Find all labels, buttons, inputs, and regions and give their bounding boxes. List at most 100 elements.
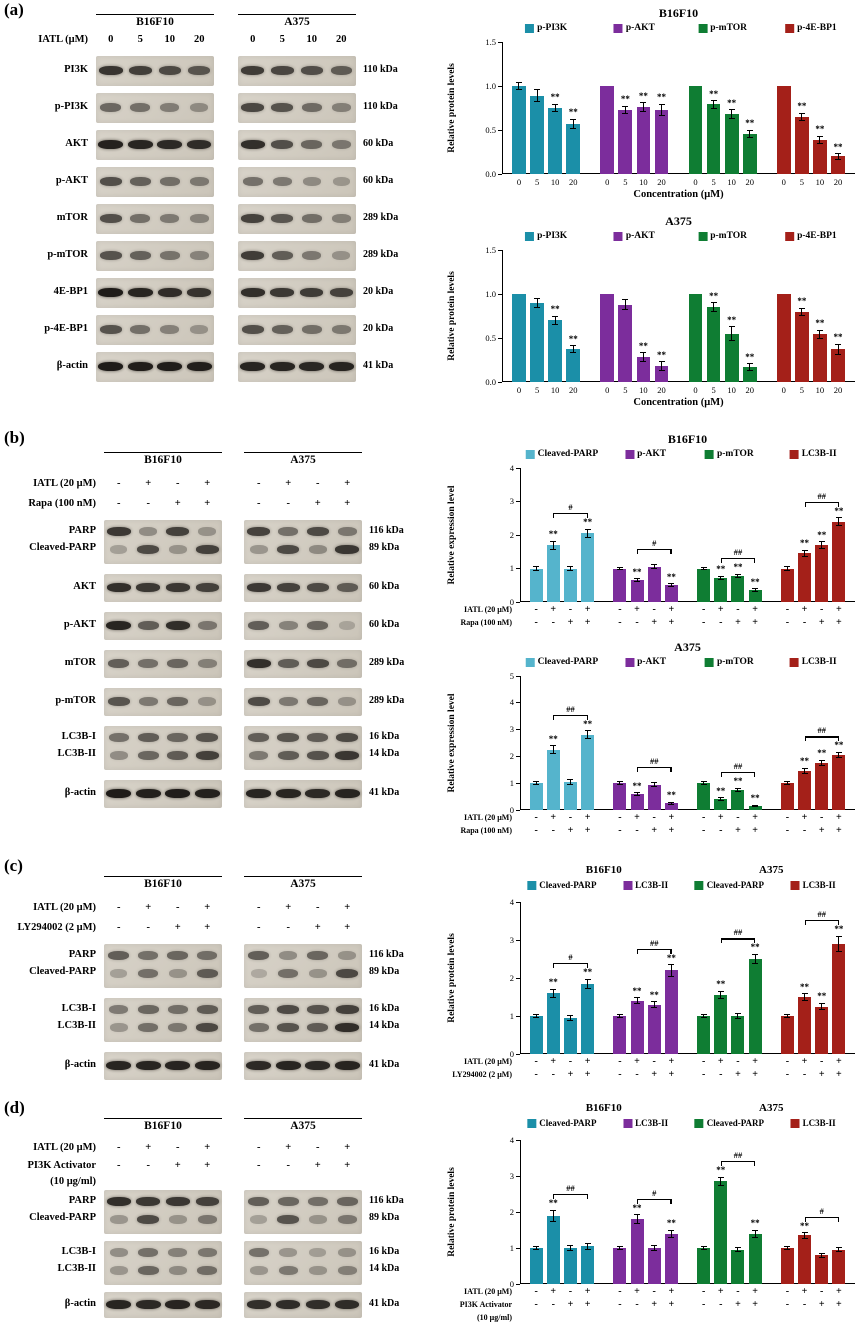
sig-label: **	[568, 333, 578, 344]
protein-label: β-actin	[64, 1059, 96, 1070]
lane-sign: -	[176, 902, 180, 913]
blot-strip	[96, 278, 214, 308]
sig-label: **	[800, 981, 810, 992]
legend-item: Cleaved-PARP	[694, 1118, 764, 1128]
blot-band	[308, 968, 327, 978]
kda-label: 20 kDa	[363, 323, 394, 334]
error-cap	[784, 1249, 791, 1251]
error-cap	[634, 794, 641, 796]
blot-band	[168, 1265, 187, 1275]
legend-group-header: A375	[759, 1102, 784, 1114]
error-bar	[838, 1247, 840, 1252]
bracket-end	[754, 1161, 756, 1167]
error-cap	[550, 548, 557, 550]
error-cap	[584, 978, 591, 980]
x-sign: +	[567, 617, 574, 628]
blot-band	[129, 177, 151, 186]
legend-item: p-mTOR	[698, 23, 747, 33]
blot-band	[302, 177, 321, 186]
x-sign: -	[551, 825, 555, 836]
x-sign: -	[736, 812, 740, 823]
blot-strip	[238, 315, 356, 345]
blot-band	[277, 1214, 300, 1224]
blot-band	[127, 362, 153, 371]
blot-strip	[238, 130, 356, 160]
blot-band	[100, 103, 122, 112]
x-sign: -	[701, 1056, 706, 1067]
error-cap	[816, 329, 823, 331]
error-cap	[700, 1245, 707, 1247]
blot-band	[195, 750, 219, 760]
error-cap	[816, 135, 823, 137]
bar	[731, 1016, 745, 1054]
blot-band	[331, 103, 351, 112]
error-cap	[634, 581, 641, 583]
blot-band	[338, 697, 357, 706]
error-cap	[634, 1223, 641, 1225]
y-tick	[498, 41, 502, 43]
legend-swatch	[527, 880, 537, 890]
error-cap	[570, 345, 577, 347]
error-bar	[653, 1001, 655, 1008]
error-cap	[784, 569, 791, 571]
blot-band	[194, 1061, 220, 1070]
error-bar	[801, 308, 803, 316]
bar	[706, 104, 721, 174]
error-cap	[710, 107, 717, 109]
legend-label: p-mTOR	[710, 23, 748, 33]
sig-label: **	[632, 1202, 642, 1213]
error-bar	[819, 136, 821, 144]
y-tick	[516, 755, 520, 757]
legend-item: p-4E-BP1	[785, 231, 837, 241]
legend-item: LC3B-II	[789, 449, 837, 459]
y-tick	[516, 901, 520, 903]
error-cap	[616, 1249, 623, 1251]
error-cap	[622, 309, 629, 311]
y-tick	[516, 939, 520, 941]
blot-band	[276, 1300, 301, 1309]
bar	[742, 133, 757, 174]
lane-sign: +	[344, 922, 351, 933]
blot-band	[197, 659, 217, 668]
blot-band	[277, 733, 300, 743]
error-cap	[550, 1209, 557, 1211]
error-cap	[570, 127, 577, 129]
sig-label: **	[834, 740, 844, 751]
treatment-label: PI3K Activator	[27, 1160, 96, 1171]
y-tick-label: 2	[509, 972, 514, 983]
error-cap	[550, 745, 557, 747]
error-cap	[746, 370, 753, 372]
error-bar	[552, 1210, 554, 1221]
bracket-end	[837, 920, 840, 926]
error-bar	[821, 541, 823, 549]
cell-line-header: B16F10	[104, 876, 222, 890]
blot-band	[157, 288, 182, 297]
error-cap	[567, 1249, 574, 1251]
lane-sign: +	[285, 902, 292, 913]
blot-band	[305, 1300, 330, 1309]
error-cap	[550, 1220, 557, 1222]
lane-sign: +	[344, 902, 351, 913]
error-bar	[786, 1014, 788, 1018]
sig-label: **	[833, 332, 843, 343]
x-sign: -	[701, 1286, 706, 1297]
bar	[798, 553, 812, 602]
x-sign: +	[584, 1299, 591, 1310]
legend-swatch	[694, 1118, 704, 1128]
error-cap	[746, 129, 753, 131]
blot-band	[196, 1022, 219, 1032]
x-sign: +	[584, 617, 591, 628]
blot-band	[275, 789, 301, 798]
error-cap	[835, 158, 841, 160]
bracket-label: #	[652, 1187, 657, 1198]
kda-label: 14 kDa	[369, 1020, 400, 1031]
blot-band	[242, 177, 263, 186]
error-bar	[653, 782, 655, 787]
x-sign: +	[668, 1056, 675, 1067]
error-cap	[634, 578, 641, 580]
blot-band	[247, 527, 271, 537]
bracket-line	[637, 948, 672, 950]
x-sign: +	[735, 1299, 741, 1310]
sig-label: **	[800, 756, 810, 767]
lane-sign: +	[285, 1142, 292, 1153]
